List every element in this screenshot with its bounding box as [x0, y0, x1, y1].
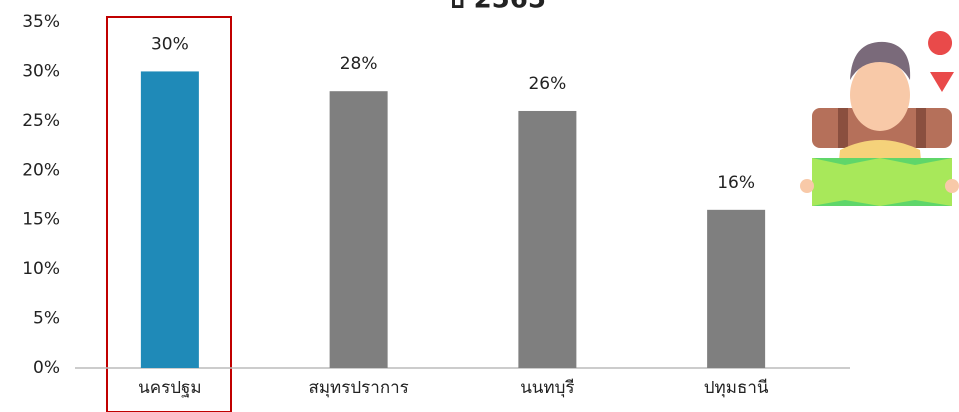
y-tick-label: 20% [22, 160, 60, 180]
bar [140, 71, 199, 368]
highlight-box [106, 16, 232, 412]
bar [707, 209, 766, 368]
x-tick-label: นครปฐม [138, 378, 202, 398]
y-tick-label: 10% [22, 259, 60, 279]
y-tick-label: 30% [22, 61, 60, 81]
traveler-icon [800, 31, 959, 206]
x-tick-label: นนทบุรี [520, 378, 574, 398]
bar [518, 110, 577, 368]
y-tick-label: 15% [22, 210, 60, 230]
x-tick-label: ปทุมธานี [704, 378, 769, 398]
y-tick-label: 5% [33, 309, 60, 329]
chart-title: ปี 2565 [447, 0, 546, 15]
value-label: 26% [528, 74, 566, 94]
x-tick-label: สมุทรปราการ [308, 378, 408, 398]
y-tick-label: 0% [33, 358, 60, 378]
value-label: 16% [717, 173, 755, 193]
y-tick-label: 25% [22, 111, 60, 131]
value-label: 28% [340, 54, 378, 74]
bar [329, 91, 388, 368]
value-label: 30% [151, 34, 189, 54]
y-tick-label: 35% [22, 12, 60, 32]
